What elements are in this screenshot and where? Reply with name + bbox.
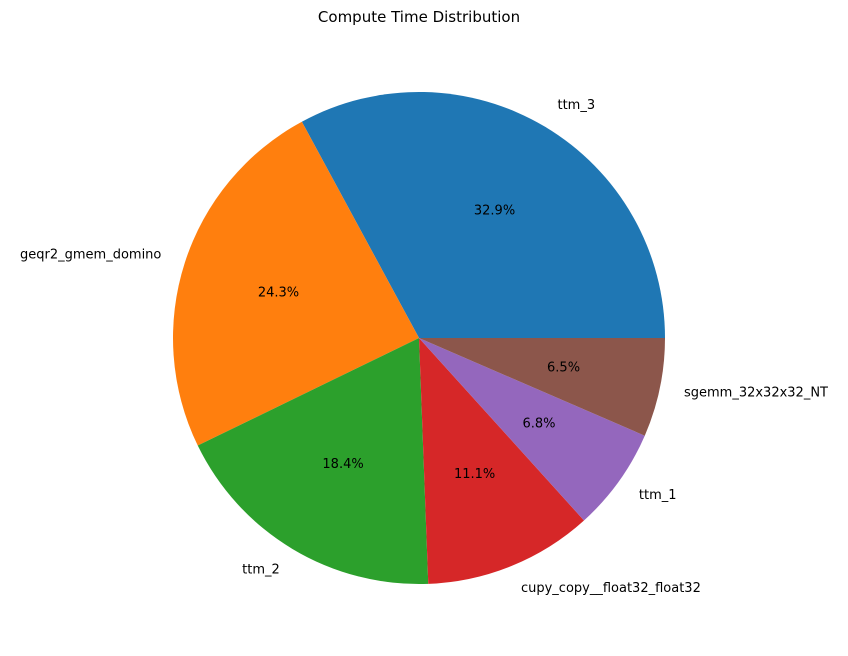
slice-label-ttm-2: ttm_2 (242, 563, 280, 578)
slice-label-cupy-copy-float32-float32: cupy_copy__float32_float32 (521, 581, 701, 596)
slice-percent-ttm-3: 32.9% (474, 204, 515, 219)
slice-percent-sgemm-32x32x32-nt: 6.5% (547, 360, 580, 375)
slice-percent-cupy-copy-float32-float32: 11.1% (454, 467, 495, 482)
pie-slice-ttm-1 (419, 338, 645, 521)
pie-slice-sgemm-32x32x32-nt (419, 338, 665, 436)
slice-percent-geqr2-gmem-domino: 24.3% (258, 285, 299, 300)
slice-label-ttm-3: ttm_3 (557, 98, 595, 113)
slice-label-sgemm-32x32x32-nt: sgemm_32x32x32_NT (684, 385, 828, 400)
pie-slice-ttm-2 (197, 338, 429, 584)
pie-slice-geqr2-gmem-domino (173, 121, 419, 446)
slice-label-ttm-1: ttm_1 (639, 488, 677, 503)
slice-percent-ttm-2: 18.4% (322, 457, 363, 472)
chart-title: Compute Time Distribution (318, 8, 520, 26)
pie-labels: ttm_3 32.9% geqr2_gmem_domino 24.3% ttm_2 18.… (20, 98, 828, 596)
pie-slices (173, 91, 665, 584)
pie-slice-cupy-copy-float32-float32 (419, 338, 584, 584)
pie-slice-ttm-3 (301, 91, 665, 339)
slice-percent-ttm-1: 6.8% (522, 417, 555, 432)
slice-label-geqr2-gmem-domino: geqr2_gmem_domino (20, 248, 161, 263)
